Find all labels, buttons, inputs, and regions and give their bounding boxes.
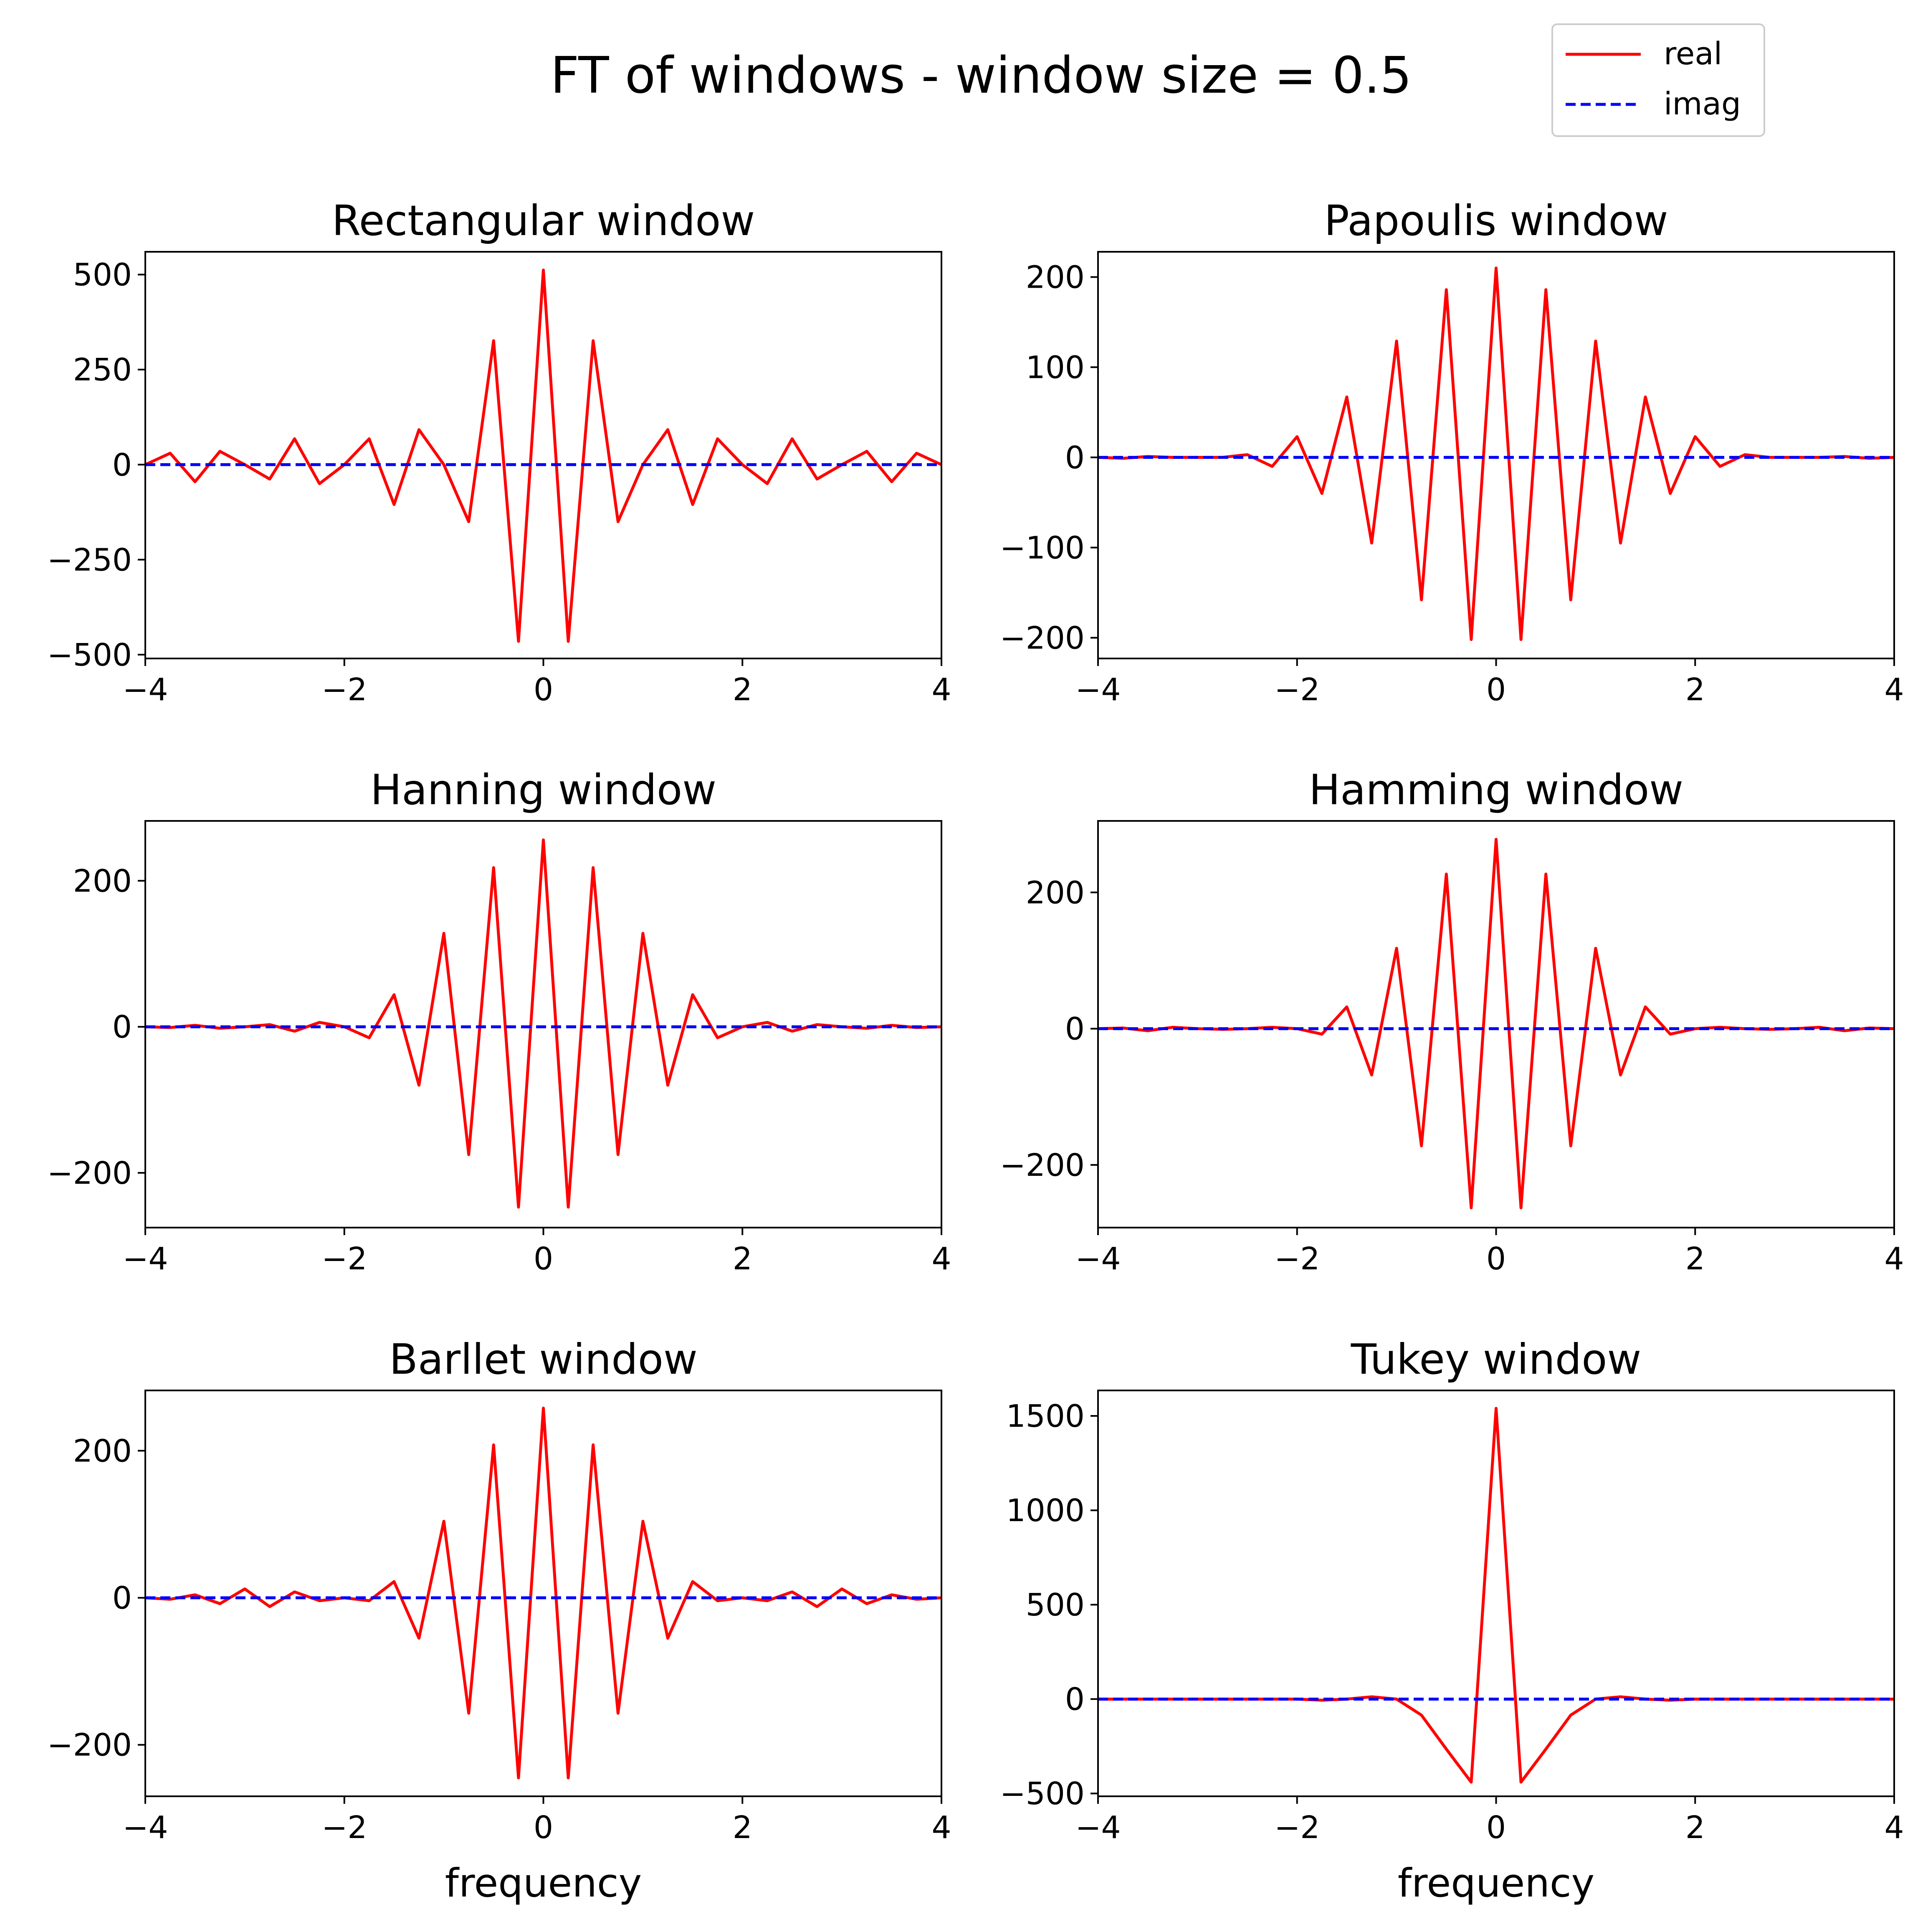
y-tick-label: 100 [1026,349,1085,385]
plot-area [1098,838,1894,1210]
x-tick-label: −2 [1274,1241,1320,1277]
x-tick-label: −2 [321,1241,367,1277]
subplot-1: Rectangular window −4 −2 0 2 4 −500 −250 0 250 500 [47,196,951,708]
y-tick-label: −200 [1000,1147,1085,1183]
subplot-title: Hamming window [1309,765,1683,814]
x-tick-label: 0 [1486,1810,1506,1846]
x-tick-label: 4 [931,1810,951,1846]
figure-title: FT of windows - window size = 0.5 [550,47,1412,105]
x-tick-label: −2 [321,672,367,708]
x-tick-label: 4 [931,1241,951,1277]
x-tick-label: −4 [122,1810,168,1846]
x-tick-label: 2 [1685,1241,1705,1277]
y-tick-label: 500 [73,257,132,293]
subplot-title: Barllet window [389,1335,697,1384]
y-tick-label: −500 [47,637,132,673]
subplot-title: Papoulis window [1324,196,1668,245]
y-tick-label: −200 [47,1727,132,1763]
x-tick-label: −2 [1274,672,1320,708]
x-tick-label: 0 [1486,1241,1506,1277]
subplot-4: Hamming window −4 −2 0 2 4 −200 0 200 [1000,765,1904,1277]
plot-area [1098,266,1894,641]
x-tick-label: 4 [1884,1241,1904,1277]
y-tick-label: −500 [1000,1776,1085,1812]
y-tick-label: 0 [112,1009,132,1045]
x-axis-label: frequency [445,1861,642,1906]
subplot-grid: Rectangular window−4 −2 0 2 4−500−2500250500… [47,196,1904,1906]
legend: real imag [1551,23,1765,137]
plot-area [145,838,941,1209]
plot-area [1098,1407,1894,1784]
x-tick-label: 2 [733,1241,752,1277]
y-tick-label: −250 [47,542,132,578]
x-tick-label: 0 [1486,672,1506,708]
x-tick-label: −2 [1274,1810,1320,1846]
y-tick-label: 0 [112,1580,132,1616]
x-tick-label: −2 [321,1810,367,1846]
x-tick-label: 0 [534,1241,553,1277]
subplot-title: Rectangular window [332,196,755,245]
subplot-5: Barllet window −4 −2 0 2 4 −200 0 200 frequency [47,1335,951,1906]
x-tick-label: 2 [1685,672,1705,708]
y-tick-label: 200 [73,1433,132,1469]
y-tick-label: −200 [1000,620,1085,656]
y-tick-label: 1500 [1006,1398,1085,1434]
y-tick-label: 0 [1065,1011,1085,1047]
y-tick-label: 0 [112,447,132,483]
x-tick-label: −4 [122,1241,168,1277]
y-tick-label: 200 [1026,259,1085,295]
legend-frame [1551,23,1765,137]
y-tick-label: 200 [73,863,132,899]
y-tick-label: 200 [1026,875,1085,911]
x-tick-label: −4 [122,672,168,708]
plot-area [145,1406,941,1780]
x-axis-label: frequency [1398,1861,1594,1906]
x-tick-label: 0 [534,1810,553,1846]
y-tick-label: 0 [1065,440,1085,476]
y-tick-label: 250 [73,352,132,388]
x-tick-label: −4 [1075,672,1121,708]
y-tick-label: 500 [1026,1587,1085,1623]
plot-area [145,268,941,643]
x-tick-label: 4 [1884,672,1904,708]
legend-real-label: real [1664,36,1722,72]
y-tick-label: −100 [1000,530,1085,566]
x-tick-label: 2 [733,1810,752,1846]
subplot-title: Hanning window [370,765,716,814]
subplot-3: Hanning window −4 −2 0 2 4 −200 0 200 [47,765,951,1277]
x-tick-label: 0 [534,672,553,708]
x-tick-label: −4 [1075,1241,1121,1277]
x-tick-label: 4 [931,672,951,708]
subplot-2: Papoulis window −4 −2 0 2 4 −200 −100 0 100 200 [1000,196,1904,708]
y-tick-label: 0 [1065,1681,1085,1717]
y-tick-label: 1000 [1006,1493,1085,1529]
legend-imag-label: imag [1664,86,1741,122]
series-real-line [145,1406,941,1780]
x-tick-label: 4 [1884,1810,1904,1846]
x-tick-label: 2 [733,672,752,708]
subplot-title: Tukey window [1351,1335,1642,1384]
y-tick-label: −200 [47,1155,132,1191]
x-tick-label: 2 [1685,1810,1705,1846]
x-tick-label: −4 [1075,1810,1121,1846]
subplot-6: Tukey window −4 −2 0 2 4 −500 0 500 1000 1500 frequ… [1000,1335,1904,1906]
